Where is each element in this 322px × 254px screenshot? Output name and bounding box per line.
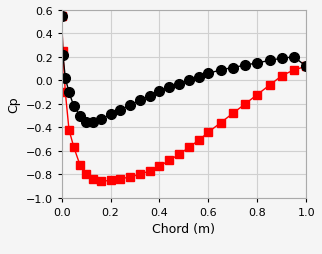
Legend: edge_3, edge_5: edge_3, edge_5 <box>100 251 268 254</box>
X-axis label: Chord (m): Chord (m) <box>152 223 215 235</box>
Y-axis label: Cp: Cp <box>7 96 20 113</box>
